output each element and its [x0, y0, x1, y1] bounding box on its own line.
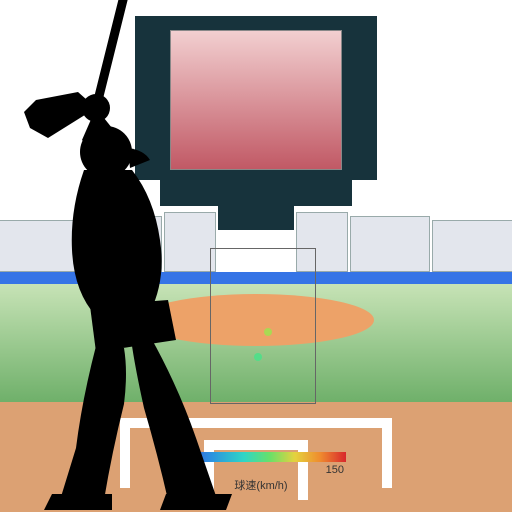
- speed-tick: 150: [326, 464, 344, 476]
- pitch-marker: [254, 353, 262, 361]
- pitch-chart-stage: 100150 球速(km/h): [0, 0, 512, 512]
- stand-panel: [350, 216, 430, 272]
- stand-panel: [432, 220, 512, 272]
- pitch-marker: [264, 328, 272, 336]
- plate-line: [382, 418, 392, 488]
- batter-silhouette: [0, 0, 240, 512]
